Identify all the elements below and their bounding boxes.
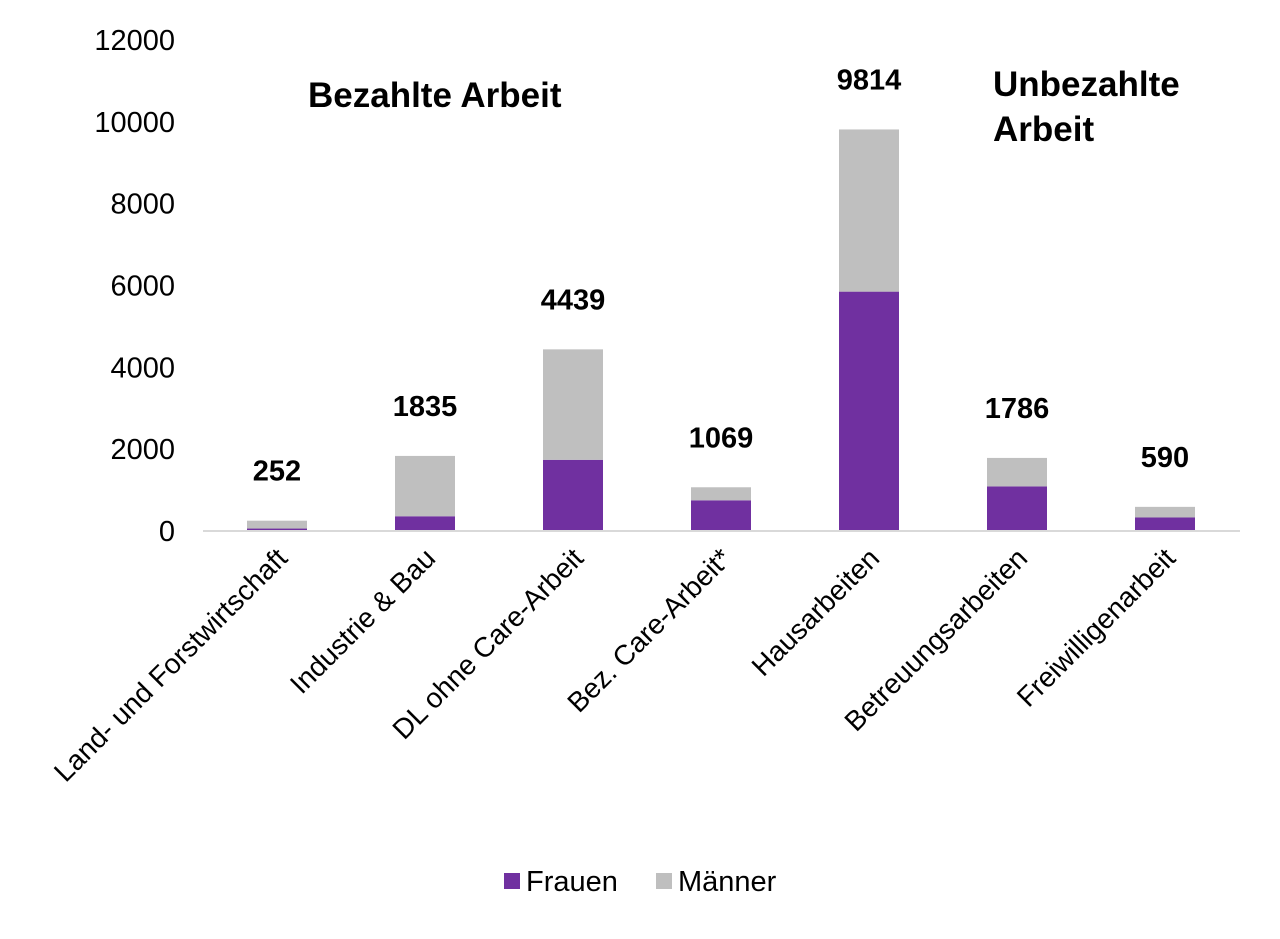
y-axis: 0 2000 4000 6000 8000 10000 12000: [94, 25, 175, 548]
annotation-unpaid-work-line2: Arbeit: [993, 110, 1094, 149]
legend-swatch-frauen: [504, 873, 520, 889]
bar-segment-frauen: [691, 500, 751, 531]
annotation-paid-work: Bezahlte Arbeit: [308, 76, 562, 115]
y-tick-label: 12000: [94, 25, 175, 57]
total-data-label: 1786: [985, 393, 1050, 425]
legend-label-frauen: Frauen: [526, 866, 618, 898]
x-category-label: Hausarbeiten: [746, 542, 886, 682]
bar-segment-frauen: [987, 486, 1047, 531]
bar-segment-maenner: [839, 129, 899, 292]
y-tick-label: 4000: [110, 352, 175, 384]
x-category-label: Bez. Care-Arbeit*: [561, 542, 737, 718]
x-category-label: Land- und Forstwirtschaft: [48, 542, 293, 787]
x-category-label: Industrie & Bau: [284, 542, 441, 699]
bar-segment-frauen: [247, 528, 307, 531]
bar-segment-maenner: [987, 457, 1047, 487]
bar-segment-maenner: [691, 487, 751, 501]
legend-label-maenner: Männer: [678, 866, 777, 898]
bars: [247, 129, 1195, 531]
bar-segment-maenner: [1135, 506, 1195, 518]
y-tick-label: 6000: [110, 271, 175, 303]
annotation-unpaid-work-line1: Unbezahlte: [993, 65, 1180, 104]
data-labels: 252 1835 4439 1069 9814 1786 590: [253, 64, 1189, 487]
bar-segment-maenner: [543, 349, 603, 460]
y-tick-label: 0: [159, 516, 175, 548]
legend-swatch-maenner: [656, 873, 672, 889]
bar-segment-frauen: [543, 459, 603, 531]
total-data-label: 590: [1141, 442, 1189, 474]
legend: Frauen Männer: [504, 866, 777, 898]
bar-segment-maenner: [395, 455, 455, 517]
y-tick-label: 10000: [94, 107, 175, 139]
total-data-label: 252: [253, 456, 301, 488]
bar-segment-frauen: [395, 516, 455, 531]
total-data-label: 4439: [541, 284, 606, 316]
y-tick-label: 2000: [110, 434, 175, 466]
y-tick-label: 8000: [110, 189, 175, 221]
total-data-label: 9814: [837, 64, 902, 96]
bar-segment-maenner: [247, 520, 307, 529]
x-category-label: Freiwilligenarbeit: [1011, 542, 1182, 713]
total-data-label: 1069: [689, 422, 754, 454]
total-data-label: 1835: [393, 391, 458, 423]
bar-segment-frauen: [839, 291, 899, 531]
bar-segment-frauen: [1135, 517, 1195, 531]
